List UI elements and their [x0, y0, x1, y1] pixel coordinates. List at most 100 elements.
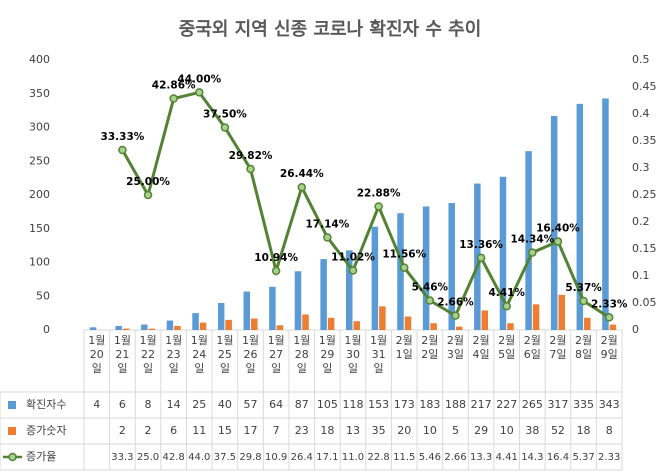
bar	[276, 325, 284, 330]
x-tick-label: 1월 22일	[139, 334, 157, 375]
bar	[550, 116, 558, 331]
table-value: 29.8	[239, 452, 261, 463]
data-label: 11.02%	[331, 251, 375, 263]
legend-marker	[8, 452, 17, 462]
bar	[499, 176, 507, 330]
x-tick-label: 2월 6일	[523, 334, 541, 361]
table-value: 87	[295, 398, 309, 411]
x-tick-label-box: 2월 8일	[574, 334, 593, 361]
table-value: 6	[170, 424, 177, 437]
x-tick-label: 2월 5일	[498, 334, 516, 361]
x-tick-label: 1월 29일	[318, 334, 336, 375]
bar	[251, 318, 258, 330]
table-value: 5.37	[572, 452, 594, 463]
table-value: 42.8	[163, 452, 185, 463]
table-value: 11.0	[342, 452, 364, 463]
line-marker	[528, 248, 537, 257]
data-label: 29.82%	[229, 150, 273, 162]
bar	[525, 151, 532, 330]
table-value: 44.0	[188, 452, 210, 463]
legend-swatch	[8, 427, 16, 435]
table-value: 188	[445, 398, 466, 411]
table-value: 343	[599, 398, 620, 411]
x-tick-label-box: 2월 6일	[523, 334, 541, 361]
data-label: 44.00%	[177, 73, 221, 85]
table-value: 26.4	[291, 452, 313, 463]
table-value: 52	[551, 424, 565, 437]
y-tick-label: 200	[29, 188, 50, 201]
bar	[243, 291, 251, 330]
y2-tick-label: 0.25	[632, 188, 657, 201]
x-tick-label-box: 1월 20일	[88, 334, 106, 375]
bar	[217, 303, 225, 330]
row-label: 증가숫자	[26, 424, 66, 437]
y2-tick-label: 0.15	[632, 242, 657, 255]
table-value: 14	[167, 398, 181, 411]
table-value: 25	[192, 398, 206, 411]
table-value: 183	[419, 398, 440, 411]
table-value: 265	[522, 398, 543, 411]
x-tick-label: 1월 20일	[88, 334, 106, 375]
x-tick-label-box: 1월 23일	[165, 334, 183, 375]
bar	[609, 324, 617, 330]
x-tick-label-box: 1월 30일	[344, 334, 362, 375]
data-label: 17.14%	[306, 218, 350, 230]
data-label: 25.00%	[126, 176, 170, 188]
x-tick-label: 1월 26일	[241, 334, 260, 375]
legend-swatch	[8, 401, 16, 409]
y-tick-label: 0	[43, 323, 50, 336]
data-label: 5.37%	[565, 282, 602, 294]
y2-tick-label: 0	[632, 323, 639, 336]
x-tick-label: 1월 21일	[113, 334, 131, 375]
table-value: 8	[145, 398, 152, 411]
y-tick-label: 50	[36, 289, 50, 302]
y-tick-label: 100	[29, 256, 50, 269]
table-value: 11	[192, 424, 206, 437]
table-value: 57	[244, 398, 258, 411]
bar	[379, 306, 386, 330]
table-value: 335	[573, 398, 594, 411]
table-value: 2	[119, 424, 126, 437]
table-value: 2.33	[598, 452, 620, 463]
x-tick-label: 1월 23일	[165, 334, 183, 375]
bar	[320, 259, 327, 330]
y2-tick-label: 0.05	[632, 296, 657, 309]
data-label: 26.44%	[280, 168, 324, 180]
table-value: 317	[547, 398, 568, 411]
x-tick-label-box: 2월 5일	[498, 334, 516, 361]
line	[121, 90, 610, 319]
table-value: 10	[500, 424, 514, 437]
table-value: 11.5	[393, 452, 415, 463]
x-tick-label: 2월 7일	[549, 334, 567, 361]
table-value: 173	[394, 398, 415, 411]
x-tick-label: 2월 8일	[574, 334, 593, 361]
table-value: 6	[119, 398, 126, 411]
bar	[353, 321, 360, 330]
x-tick-label-box: 1월 21일	[113, 334, 131, 375]
bar	[327, 317, 335, 330]
table-value: 35	[372, 424, 386, 437]
table-value: 18	[577, 424, 591, 437]
line-marker	[399, 263, 409, 272]
line-marker	[271, 266, 281, 276]
data-label: 33.33%	[101, 131, 145, 143]
line-marker	[553, 237, 563, 246]
bar	[269, 286, 276, 330]
table-value: 8	[606, 424, 613, 437]
x-tick-label-box: 1월 22일	[139, 334, 157, 375]
table-value: 20	[397, 424, 411, 437]
bar	[602, 98, 609, 330]
table-value: 13	[346, 424, 360, 437]
bar	[558, 294, 565, 330]
table-value: 64	[269, 398, 283, 411]
table-value: 7	[273, 424, 280, 437]
x-tick-label: 1월 30일	[344, 334, 362, 375]
bar	[166, 320, 174, 330]
data-label: 2.33%	[591, 298, 628, 310]
table-value: 16.4	[547, 452, 569, 463]
line-marker	[220, 123, 230, 132]
data-label: 22.88%	[357, 187, 401, 199]
bar	[89, 327, 97, 330]
